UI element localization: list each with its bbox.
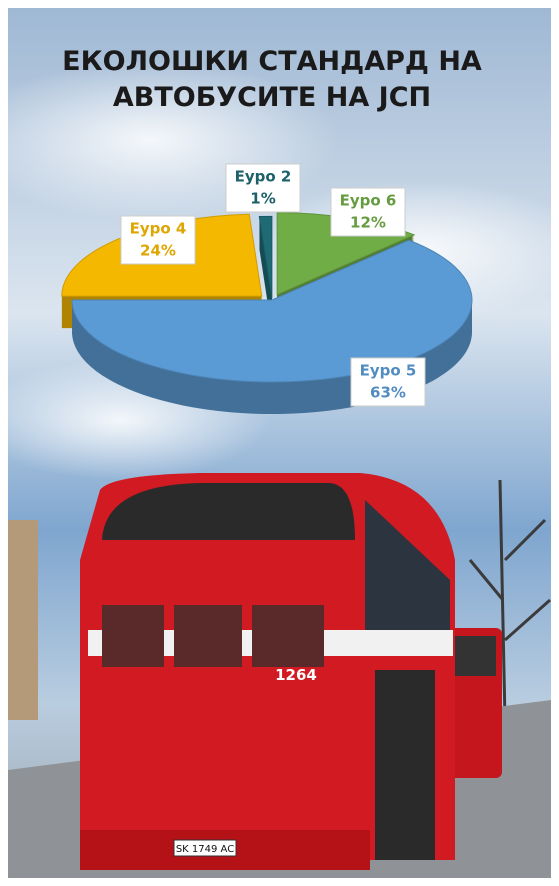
vent: [174, 605, 242, 667]
building: [8, 520, 38, 720]
vent: [102, 605, 164, 667]
infographic: 1264 SK 1749 AC ЕКОЛОШКИ СТАНДАРД НА АВТ…: [0, 0, 559, 886]
value-label: 63%: [370, 384, 406, 402]
title-line: ЕКОЛОШКИ СТАНДАРД НА: [62, 46, 482, 77]
category-label: Еуро 6: [340, 192, 397, 210]
category-label: Еуро 4: [130, 220, 187, 238]
bus-door: [375, 670, 435, 860]
value-label: 12%: [350, 214, 386, 232]
vent: [252, 605, 324, 667]
title-line: АВТОБУСИТЕ НА ЈСП: [113, 82, 431, 113]
value-label: 1%: [250, 190, 275, 208]
photo: 1264 SK 1749 AC: [0, 8, 559, 878]
page: 1264 SK 1749 AC ЕКОЛОШКИ СТАНДАРД НА АВТ…: [0, 0, 559, 886]
category-label: Еуро 5: [360, 362, 417, 380]
second-bus-window: [452, 636, 496, 676]
bus-number: 1264: [275, 666, 317, 684]
value-label: 24%: [140, 242, 176, 260]
plate: SK 1749 AC: [176, 844, 234, 855]
category-label: Еуро 2: [235, 168, 292, 186]
